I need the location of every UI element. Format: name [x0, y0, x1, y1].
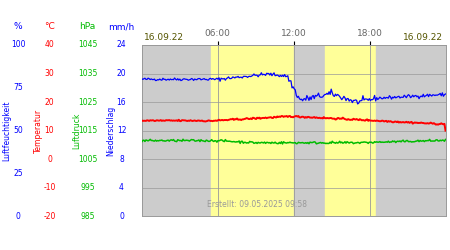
Text: 0: 0 — [16, 212, 20, 221]
Text: 75: 75 — [13, 83, 23, 92]
Text: hPa: hPa — [80, 22, 96, 31]
Text: mm/h: mm/h — [108, 22, 135, 31]
Text: %: % — [14, 22, 22, 31]
Text: 30: 30 — [45, 69, 54, 78]
Bar — [376, 45, 446, 216]
Text: 0: 0 — [47, 155, 52, 164]
Text: 16.09.22: 16.09.22 — [403, 34, 443, 42]
Bar — [212, 45, 293, 216]
Text: °C: °C — [44, 22, 55, 31]
Bar — [325, 45, 376, 216]
Text: Luftfeuchtigkeit: Luftfeuchtigkeit — [2, 100, 11, 161]
Text: 40: 40 — [45, 40, 54, 50]
Text: 25: 25 — [13, 169, 23, 178]
Text: Erstellt: 09.05.2025 09:58: Erstellt: 09.05.2025 09:58 — [207, 200, 307, 209]
Text: 1035: 1035 — [78, 69, 98, 78]
Text: 1015: 1015 — [78, 126, 97, 135]
Text: 8: 8 — [119, 155, 124, 164]
Text: Luftdruck: Luftdruck — [72, 112, 81, 149]
Text: 24: 24 — [117, 40, 126, 50]
Bar — [293, 45, 325, 216]
Text: 4: 4 — [119, 183, 124, 192]
Bar — [142, 45, 212, 216]
Text: 1025: 1025 — [78, 98, 97, 106]
Text: 20: 20 — [117, 69, 126, 78]
Text: 16.09.22: 16.09.22 — [144, 34, 184, 42]
Text: 995: 995 — [81, 183, 95, 192]
Text: -10: -10 — [43, 183, 56, 192]
Text: 20: 20 — [45, 98, 54, 106]
Text: 1005: 1005 — [78, 155, 98, 164]
Text: 1045: 1045 — [78, 40, 98, 50]
Text: Niederschlag: Niederschlag — [106, 106, 115, 156]
Text: -20: -20 — [43, 212, 56, 221]
Text: 0: 0 — [119, 212, 124, 221]
Text: 985: 985 — [81, 212, 95, 221]
Text: 12: 12 — [117, 126, 126, 135]
Text: 50: 50 — [13, 126, 23, 135]
Text: 16: 16 — [117, 98, 126, 106]
Text: 100: 100 — [11, 40, 25, 50]
Text: Temperatur: Temperatur — [34, 108, 43, 153]
Text: 10: 10 — [45, 126, 54, 135]
